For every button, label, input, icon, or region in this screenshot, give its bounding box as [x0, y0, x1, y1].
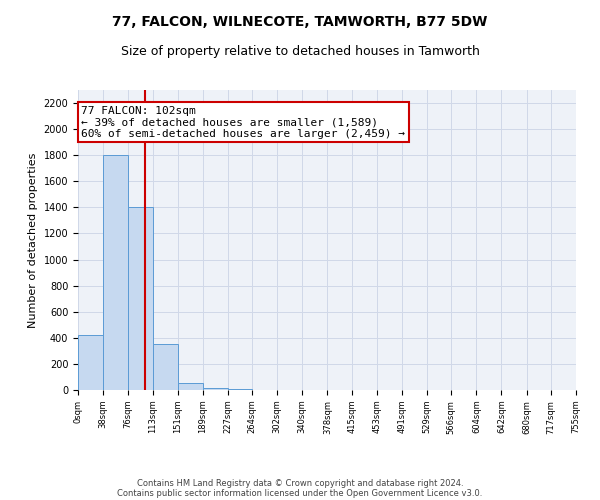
Text: Contains public sector information licensed under the Open Government Licence v3: Contains public sector information licen…	[118, 488, 482, 498]
Bar	[203, 388, 228, 390]
Text: Size of property relative to detached houses in Tamworth: Size of property relative to detached ho…	[121, 45, 479, 58]
Bar	[178, 384, 203, 390]
Bar	[152, 344, 178, 390]
Y-axis label: Number of detached properties: Number of detached properties	[28, 152, 38, 328]
Text: 77 FALCON: 102sqm
← 39% of detached houses are smaller (1,589)
60% of semi-detac: 77 FALCON: 102sqm ← 39% of detached hous…	[81, 106, 405, 139]
Text: Contains HM Land Registry data © Crown copyright and database right 2024.: Contains HM Land Registry data © Crown c…	[137, 478, 463, 488]
Bar	[103, 155, 128, 390]
Text: 77, FALCON, WILNECOTE, TAMWORTH, B77 5DW: 77, FALCON, WILNECOTE, TAMWORTH, B77 5DW	[112, 15, 488, 29]
Bar	[128, 208, 152, 390]
Bar	[78, 335, 103, 390]
